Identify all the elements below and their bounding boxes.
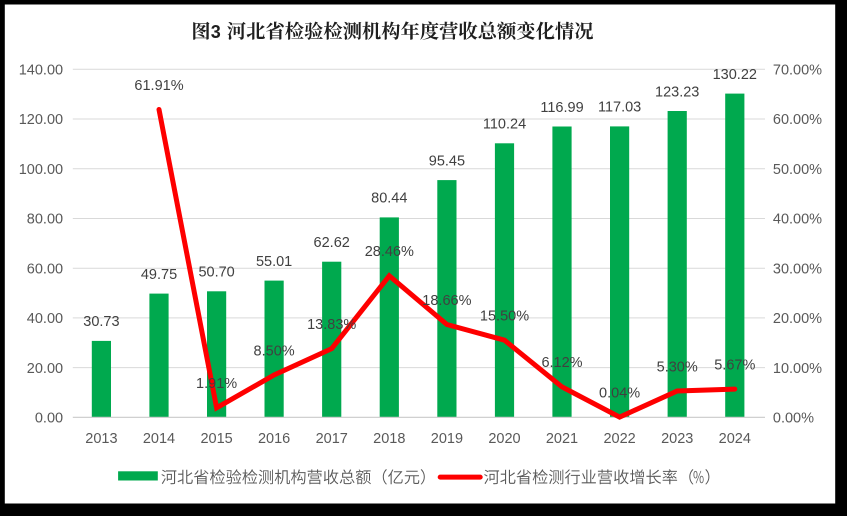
svg-text:40.00%: 40.00% [773,212,822,228]
svg-text:1.91%: 1.91% [196,376,237,392]
svg-text:40.00: 40.00 [27,311,63,327]
svg-text:70.00%: 70.00% [773,63,822,79]
svg-text:117.03: 117.03 [598,100,641,116]
svg-text:80.00: 80.00 [27,212,63,228]
svg-text:13.83%: 13.83% [307,317,356,333]
svg-text:49.75: 49.75 [141,267,177,283]
svg-text:18.66%: 18.66% [422,293,471,309]
svg-text:2024: 2024 [719,431,751,447]
svg-text:2015: 2015 [200,431,232,447]
svg-text:2019: 2019 [431,431,463,447]
svg-text:123.23: 123.23 [655,84,699,100]
svg-text:30.00%: 30.00% [773,261,822,277]
svg-text:50.70: 50.70 [198,265,234,281]
svg-text:20.00%: 20.00% [773,311,822,327]
svg-text:2022: 2022 [603,431,635,447]
svg-text:2016: 2016 [258,431,290,447]
svg-text:0.00: 0.00 [35,411,63,427]
svg-text:2021: 2021 [546,431,578,447]
svg-text:80.44: 80.44 [371,191,407,207]
svg-text:8.50%: 8.50% [254,343,295,359]
svg-text:110.24: 110.24 [483,117,526,133]
svg-text:3: 3 [211,22,221,42]
svg-text:120.00: 120.00 [19,112,63,128]
svg-text:55.01: 55.01 [256,254,292,270]
svg-text:2018: 2018 [373,431,405,447]
svg-text:100.00: 100.00 [19,162,63,178]
svg-text:2014: 2014 [143,431,175,447]
svg-text:20.00: 20.00 [27,361,63,377]
svg-text:28.46%: 28.46% [365,244,414,260]
svg-text:0.00%: 0.00% [773,411,814,427]
svg-text:5.30%: 5.30% [657,359,698,375]
svg-text:61.91%: 61.91% [134,78,183,94]
svg-text:2020: 2020 [488,431,520,447]
svg-text:5.67%: 5.67% [714,357,755,373]
svg-text:2013: 2013 [85,431,117,447]
svg-text:95.45: 95.45 [429,153,465,169]
svg-text:15.50%: 15.50% [480,309,529,325]
svg-text:6.12%: 6.12% [541,355,582,371]
svg-text:0.04%: 0.04% [599,385,640,401]
svg-text:50.00%: 50.00% [773,162,822,178]
svg-text:10.00%: 10.00% [773,361,822,377]
svg-text:2023: 2023 [661,431,693,447]
svg-text:62.62: 62.62 [314,235,350,251]
svg-text:60.00%: 60.00% [773,112,822,128]
svg-text:130.22: 130.22 [713,67,757,83]
svg-text:60.00: 60.00 [27,261,63,277]
svg-text:116.99: 116.99 [540,100,583,116]
svg-text:140.00: 140.00 [19,63,63,79]
svg-text:30.73: 30.73 [83,314,119,330]
svg-text:2017: 2017 [316,431,348,447]
